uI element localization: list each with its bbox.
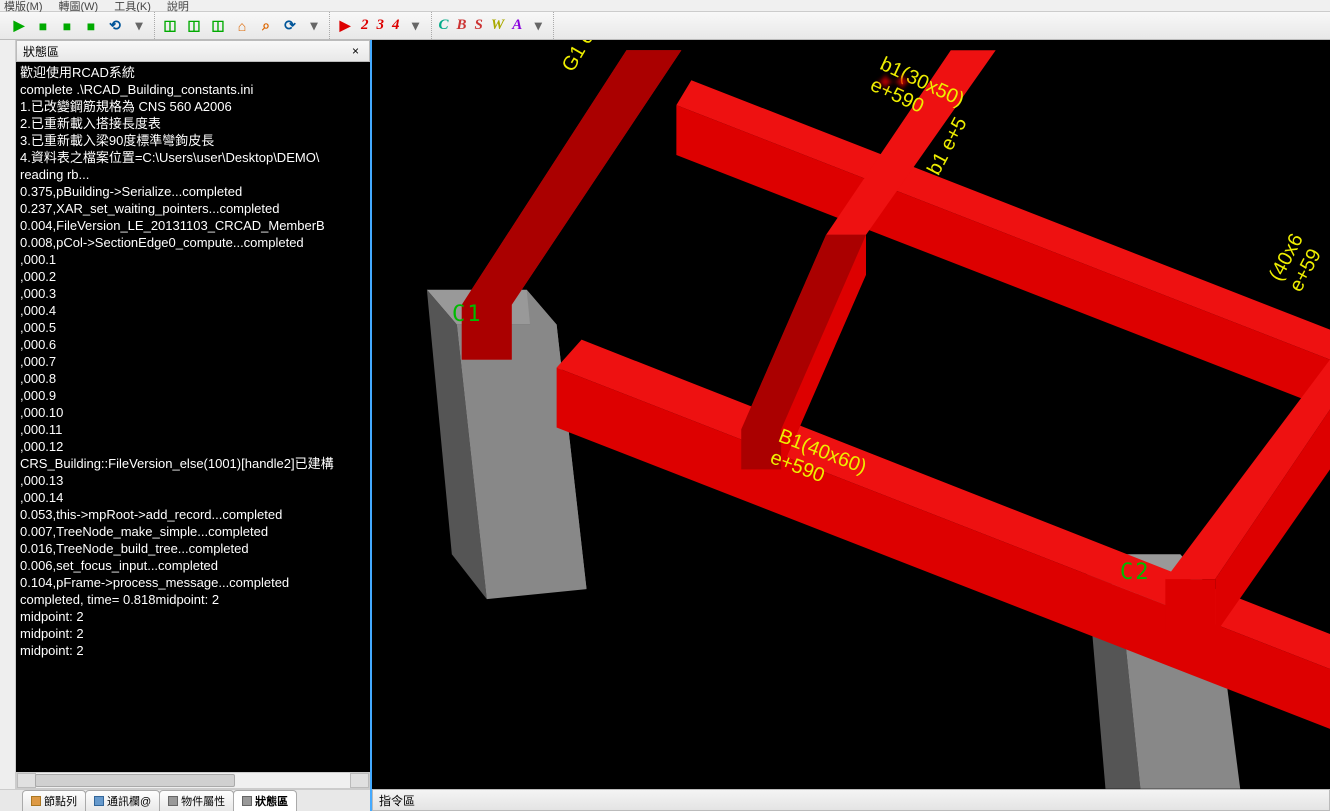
play-icon[interactable]: ▶ [8,15,30,37]
rotate-icon[interactable]: ⟳ [279,15,301,37]
tab-status[interactable]: 狀態區 [233,790,297,811]
close-icon[interactable]: × [348,44,363,58]
home-icon[interactable]: ⌂ [231,15,253,37]
view-icon[interactable]: ◫ [159,15,181,37]
main-area: 狀態區 × 歡迎使用RCAD系統complete .\RCAD_Building… [0,40,1330,811]
log-line: ,000.14 [20,489,366,506]
log-line: ,000.6 [20,336,366,353]
horizontal-scrollbar[interactable] [16,772,370,789]
log-line: 歡迎使用RCAD系統 [20,64,366,81]
tool-icon[interactable]: ■ [80,15,102,37]
tab-props[interactable]: 物件屬性 [159,790,234,811]
log-line: midpoint: 2 [20,642,366,659]
run-icon[interactable]: ▶ [334,15,356,37]
log-line: ,000.11 [20,421,366,438]
panel-title-bar: 狀態區 × [16,40,370,62]
tab-comm[interactable]: 通訊欄@ [85,790,160,811]
log-line: ,000.1 [20,251,366,268]
model-svg [372,40,1330,789]
tool-icon[interactable]: ■ [56,15,78,37]
refresh-icon[interactable]: ⟲ [104,15,126,37]
view-icon[interactable]: ◫ [183,15,205,37]
log-line: 1.已改變鋼筋規格為 CNS 560 A2006 [20,98,366,115]
toolbar-group-2: ◫ ◫ ◫ ⌂ ⌕ ⟳ ▾ [155,12,330,39]
toolbar-group-4: C B S W A ▾ [432,12,555,39]
log-line: midpoint: 2 [20,608,366,625]
log-line: 0.006,set_focus_input...completed [20,557,366,574]
letter-a-button[interactable]: A [509,15,525,37]
log-line: ,000.7 [20,353,366,370]
log-line: 0.104,pFrame->process_message...complete… [20,574,366,591]
log-line: ,000.5 [20,319,366,336]
letter-b-button[interactable]: B [454,15,470,37]
log-line: 0.375,pBuilding->Serialize...completed [20,183,366,200]
status-log[interactable]: 歡迎使用RCAD系統complete .\RCAD_Building_const… [16,62,370,772]
column-label-c2: C2 [1120,560,1151,585]
log-line: ,000.3 [20,285,366,302]
letter-c-button[interactable]: C [436,15,452,37]
dropdown-icon[interactable]: ▾ [405,15,427,37]
letter-s-button[interactable]: S [472,15,486,37]
right-panel: C1 C2 B1(40x60)e+590 b1(30x50)e+590 b1 e… [370,40,1330,811]
log-line: completed, time= 0.818midpoint: 2 [20,591,366,608]
view-icon[interactable]: ◫ [207,15,229,37]
command-bar[interactable]: 指令區 [372,789,1330,811]
log-line: 0.053,this->mpRoot->add_record...complet… [20,506,366,523]
log-line: ,000.9 [20,387,366,404]
column-label-c1: C1 [452,302,483,327]
log-line: 0.004,FileVersion_LE_20131103_CRCAD_Memb… [20,217,366,234]
num-4-button[interactable]: 4 [389,15,403,37]
log-line: 0.008,pCol->SectionEdge0_compute...compl… [20,234,366,251]
log-line: ,000.8 [20,370,366,387]
dropdown-icon[interactable]: ▾ [128,15,150,37]
log-line: 2.已重新載入搭接長度表 [20,115,366,132]
dropdown-icon[interactable]: ▾ [527,15,549,37]
log-line: ,000.10 [20,404,366,421]
log-line: ,000.2 [20,268,366,285]
log-line: CRS_Building::FileVersion_else(1001)[han… [20,455,366,472]
beam-g1-left [462,50,682,359]
log-line: complete .\RCAD_Building_constants.ini [20,81,366,98]
toolbar-group-1: ▶ ■ ■ ■ ⟲ ▾ [4,12,155,39]
highlight-glow: ✦✦ [877,70,911,95]
menu-bar: 模版(M) 轉圖(W) 工具(K) 說明 [0,0,1330,12]
log-line: ,000.13 [20,472,366,489]
panel-title: 狀態區 [23,43,59,60]
log-line: 4.資料表之檔案位置=C:\Users\user\Desktop\DEMO\ [20,149,366,166]
log-line: 3.已重新載入梁90度標準彎鉤皮長 [20,132,366,149]
dropdown-icon[interactable]: ▾ [303,15,325,37]
command-label: 指令區 [379,792,415,809]
letter-w-button[interactable]: W [488,15,507,37]
num-2-button[interactable]: 2 [358,15,372,37]
log-line: reading rb... [20,166,366,183]
panel-tabs: 節點列 通訊欄@ 物件屬性 狀態區 [0,789,370,811]
log-line: 0.237,XAR_set_waiting_pointers...complet… [20,200,366,217]
zoom-icon[interactable]: ⌕ [255,15,277,37]
tool-icon[interactable]: ■ [32,15,54,37]
log-line: 0.016,TreeNode_build_tree...completed [20,540,366,557]
toolbar: ▶ ■ ■ ■ ⟲ ▾ ◫ ◫ ◫ ⌂ ⌕ ⟳ ▾ ▶ 2 3 4 ▾ C B … [0,12,1330,40]
tab-nodes[interactable]: 節點列 [22,790,86,811]
log-line: midpoint: 2 [20,625,366,642]
left-panel: 狀態區 × 歡迎使用RCAD系統complete .\RCAD_Building… [0,40,370,811]
log-line: ,000.4 [20,302,366,319]
log-line: 0.007,TreeNode_make_simple...completed [20,523,366,540]
model-viewport[interactable]: C1 C2 B1(40x60)e+590 b1(30x50)e+590 b1 e… [372,40,1330,789]
toolbar-group-3: ▶ 2 3 4 ▾ [330,12,432,39]
num-3-button[interactable]: 3 [374,15,388,37]
log-line: ,000.12 [20,438,366,455]
